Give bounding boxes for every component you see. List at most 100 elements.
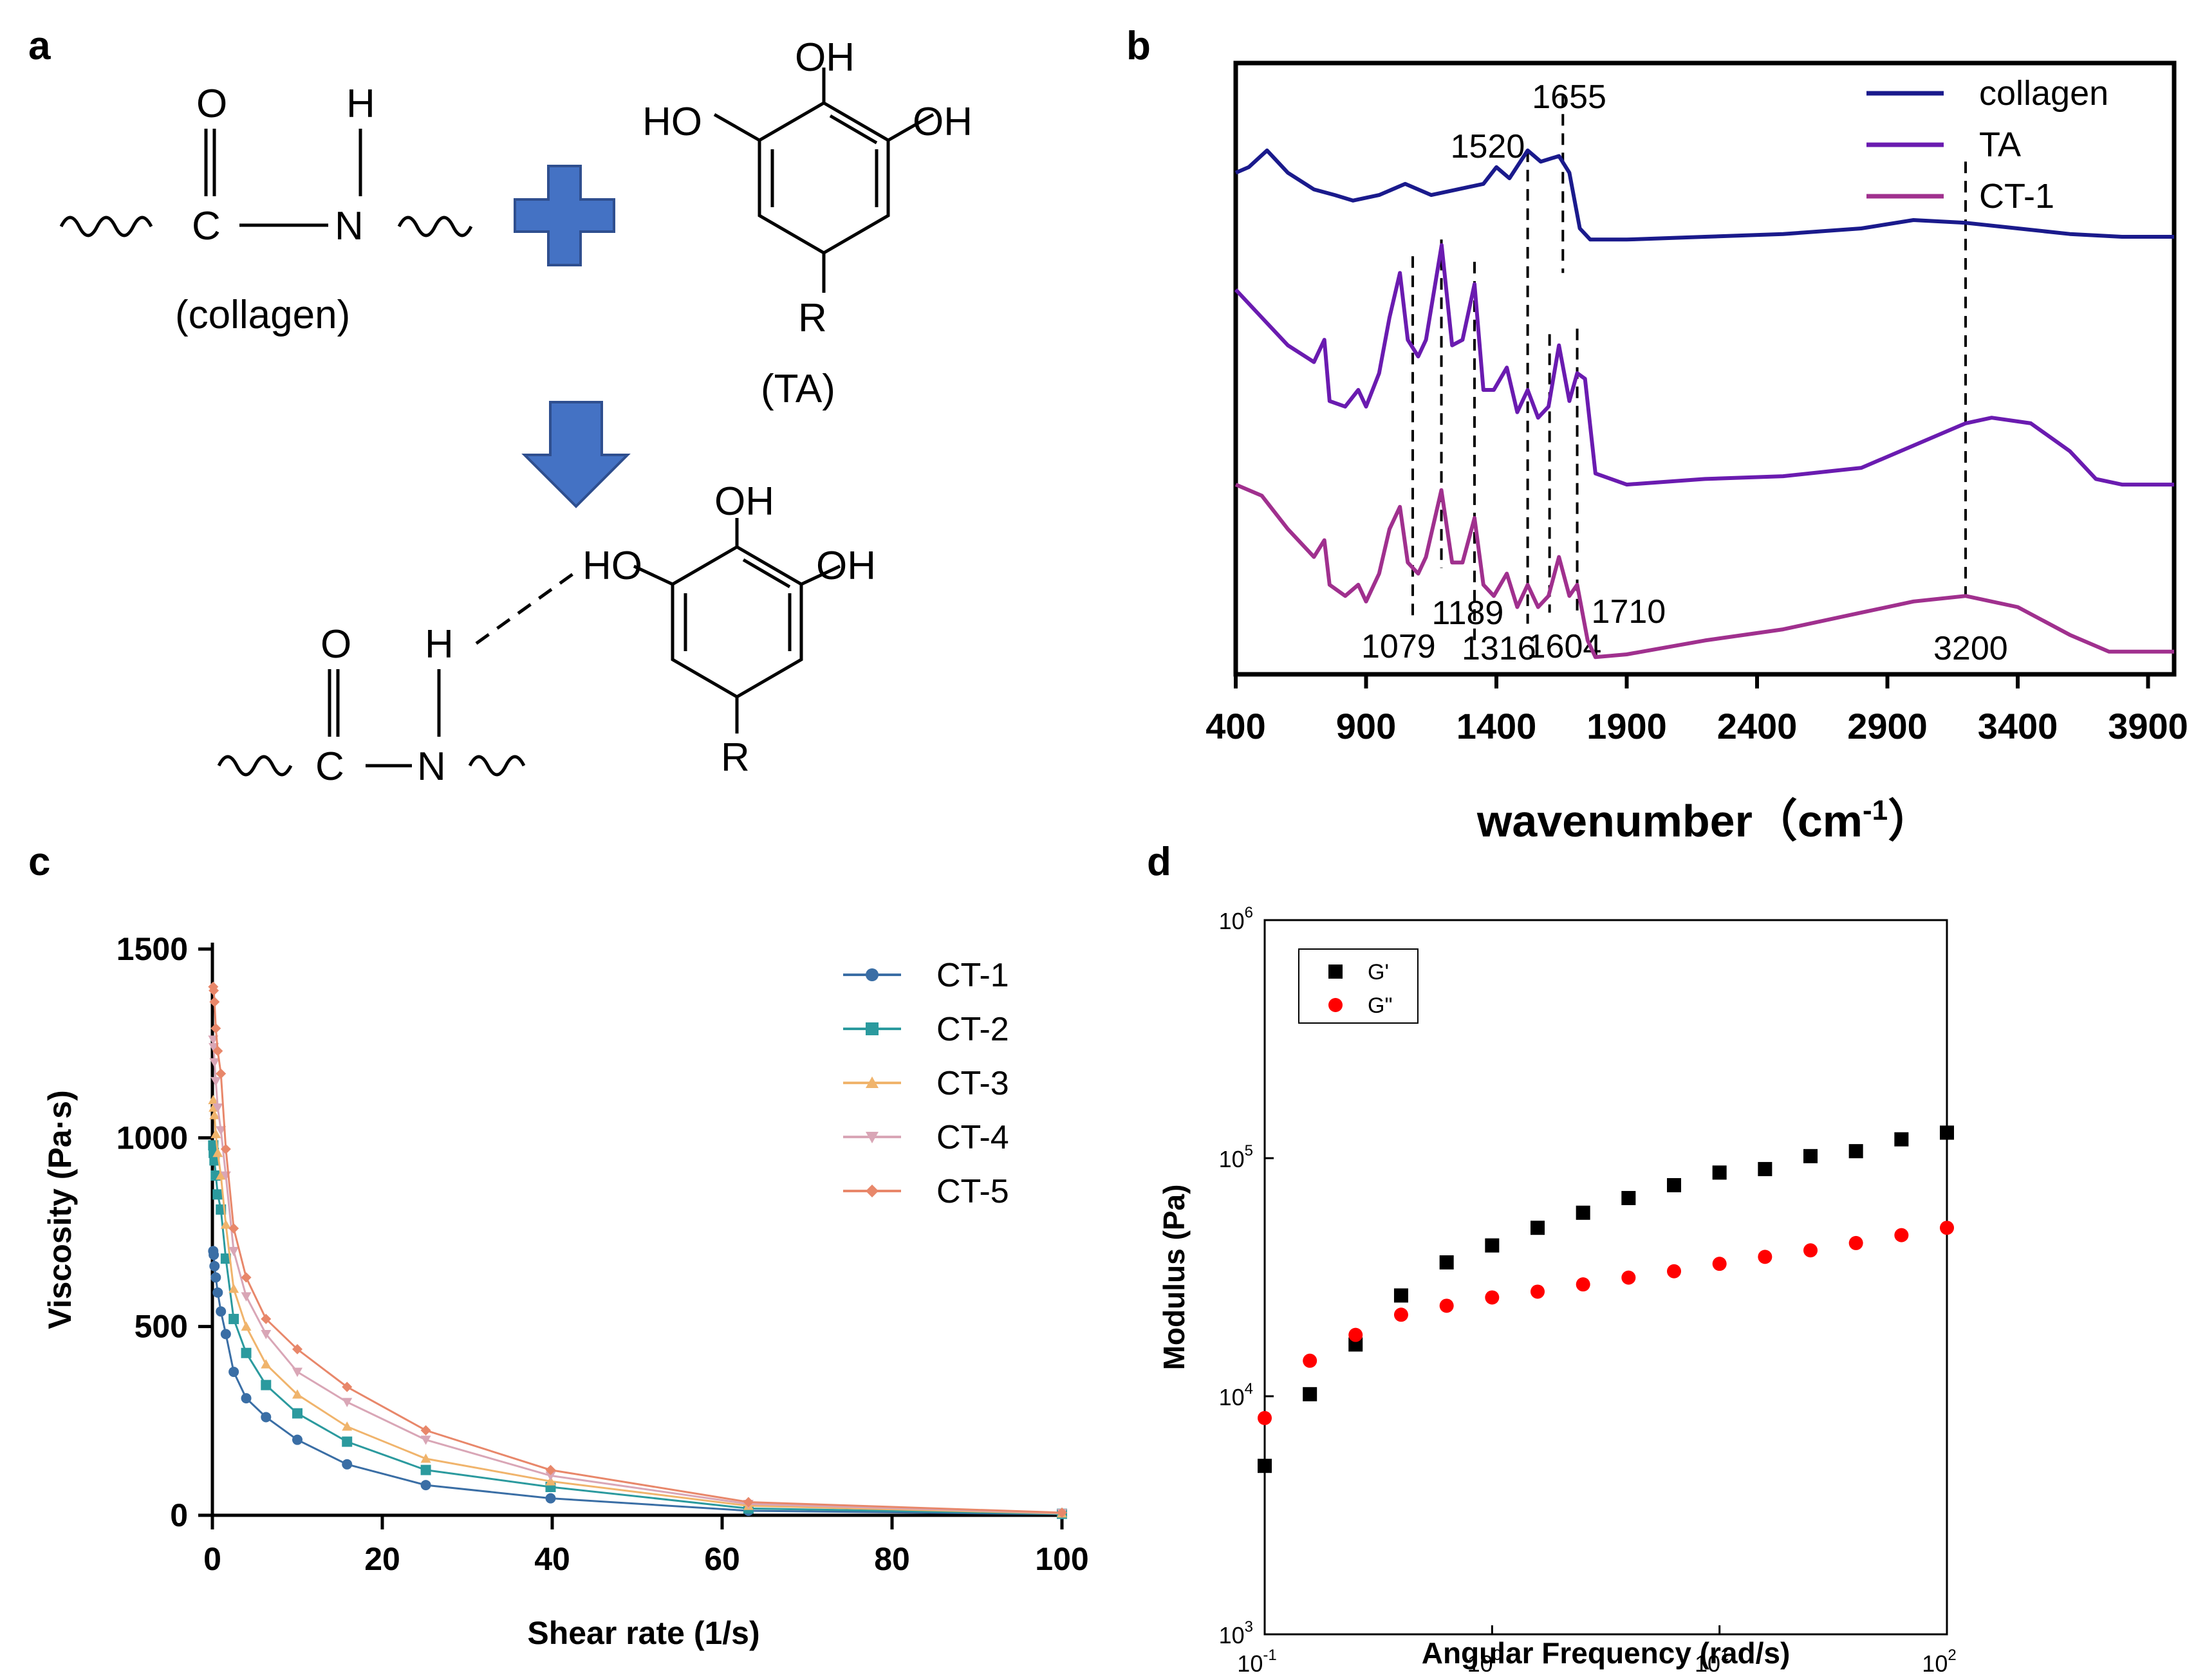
panel-d-modulus-chart: d 10-1 100 101 102 103 104 105 106 G' G" Angular… (1147, 840, 1957, 1677)
peak-label: 1079 (1361, 628, 1436, 665)
atom-n: N (335, 204, 364, 248)
atom-h: H (346, 82, 375, 126)
data-point-ct-1 (342, 1459, 353, 1470)
series-line-ct-2 (212, 1145, 1063, 1515)
complex-r-group: R (721, 735, 750, 780)
data-point-ct-1 (216, 1306, 227, 1317)
atom-c-product: C (315, 744, 344, 789)
data-point-ct-5 (292, 1343, 302, 1354)
data-point-ct-1 (292, 1434, 302, 1445)
x-tick-label: 101 (1695, 1647, 1729, 1677)
panel-b-ftir-chart: b 400 900 1400 1900 2400 2900 3400 3900 1079118… (1126, 24, 2188, 846)
x-axis-title: Shear rate (1/s) (527, 1615, 759, 1651)
data-point-ct-3 (212, 1147, 223, 1158)
legend-box (1298, 948, 1419, 1024)
data-point-ct-3 (210, 1129, 221, 1138)
x-tick-label: 1400 (1456, 706, 1537, 746)
data-point-g-double-prime (1803, 1243, 1818, 1258)
data-point-ct-4 (342, 1398, 353, 1407)
data-point-ct-2 (220, 1253, 231, 1264)
x-tick-label: 2400 (1717, 706, 1798, 746)
wavy-chain-left-product (217, 755, 293, 777)
x-tick-label: 40 (534, 1541, 570, 1577)
data-point-ct-3 (216, 1170, 227, 1180)
atom-h-product: H (425, 622, 454, 667)
data-point-ct-5 (743, 1497, 754, 1508)
data-point-ct-3 (220, 1219, 231, 1229)
data-point-ct-3 (292, 1389, 302, 1399)
legend-marker-ct-1 (866, 968, 879, 981)
data-point-ct-2 (241, 1347, 252, 1358)
legend-label-ct-3: CT-3 (936, 1065, 1009, 1102)
complex-oh-top: OH (714, 479, 774, 524)
x-tick-label: 2900 (1847, 706, 1928, 746)
data-point-ct-5 (209, 997, 220, 1008)
x-tick-label: 100 (1035, 1541, 1088, 1577)
y-tick-label: 1500 (116, 931, 188, 967)
series-line-ct-1 (1234, 483, 2174, 660)
y-tick-label: 106 (1219, 904, 1253, 934)
data-point-g-double-prime (1712, 1257, 1727, 1271)
legend-label-ct-5: CT-5 (936, 1173, 1009, 1210)
data-point-ct-2 (209, 1155, 220, 1166)
data-point-g-prime (1439, 1255, 1454, 1269)
y-tick-label: 1000 (116, 1120, 188, 1156)
y-tick-label: 500 (135, 1309, 188, 1345)
data-point-ct-3 (228, 1284, 239, 1293)
data-point-g-prime (1848, 1144, 1863, 1159)
atom-o-product: O (321, 622, 351, 667)
data-point-g-prime (1576, 1205, 1590, 1220)
data-point-g-double-prime (1576, 1277, 1590, 1292)
data-point-ct-5 (212, 1046, 223, 1057)
data-point-ct-1 (261, 1412, 272, 1423)
x-tick-label: 60 (704, 1541, 740, 1577)
x-axis-title: Angular Frequency (rad/s) (1422, 1636, 1791, 1670)
ta-ho-left: HO (642, 100, 702, 144)
data-point-ct-1 (210, 1272, 221, 1283)
data-point-g-prime (1758, 1161, 1773, 1176)
ta-r-group: R (798, 296, 827, 340)
wavy-chain-right-product (468, 755, 526, 777)
data-point-ct-1 (209, 1260, 220, 1271)
data-point-ct-2 (292, 1408, 302, 1419)
legend-label-ct-4: CT-4 (936, 1119, 1009, 1156)
x-tick-label: 900 (1336, 706, 1396, 746)
data-point-g-double-prime (1303, 1353, 1317, 1368)
plus-icon (514, 165, 615, 266)
panel-a-scheme: a O C H N (collagen) OH HO OH R (TA) (28, 24, 972, 789)
complex-ho-left: HO (582, 544, 642, 588)
data-point-ct-5 (342, 1381, 353, 1392)
data-point-g-double-prime (1485, 1290, 1500, 1305)
wavy-chain-left (59, 216, 153, 237)
data-point-ct-5 (241, 1272, 252, 1283)
collagen-label: (collagen) (175, 293, 350, 337)
y-tick-label: 105 (1219, 1142, 1253, 1172)
x-tick-label: 3900 (2108, 706, 2188, 746)
legend-marker-ct-3 (866, 1076, 879, 1088)
peak-label: 1316 (1462, 630, 1536, 667)
y-axis-title: Viscosity (Pa·s) (42, 1090, 78, 1329)
data-point-ct-2 (261, 1380, 272, 1390)
series-line-ta (1234, 243, 2174, 487)
data-point-ct-5 (228, 1223, 239, 1234)
down-arrow-icon (521, 401, 631, 508)
data-point-ct-3 (261, 1359, 272, 1369)
data-point-g-prime (1258, 1459, 1272, 1473)
data-point-g-double-prime (1258, 1410, 1272, 1425)
data-point-g-double-prime (1439, 1298, 1454, 1313)
x-tick-label: 1900 (1587, 706, 1667, 746)
data-point-g-double-prime (1940, 1221, 1954, 1235)
data-point-ct-3 (209, 1110, 220, 1120)
data-point-g-double-prime (1758, 1250, 1773, 1264)
complex-oh-right: OH (816, 544, 876, 588)
y-tick-label: 104 (1219, 1380, 1253, 1410)
data-point-ct-4 (241, 1292, 252, 1302)
data-point-ct-4 (292, 1367, 302, 1378)
data-point-g-double-prime (1621, 1270, 1636, 1285)
data-point-ct-1 (420, 1480, 431, 1491)
peak-label: 1189 (1432, 595, 1504, 632)
x-tick-label: 3400 (1978, 706, 2058, 746)
series-line-ct-4 (212, 1039, 1063, 1514)
complex-molecule (217, 518, 841, 777)
